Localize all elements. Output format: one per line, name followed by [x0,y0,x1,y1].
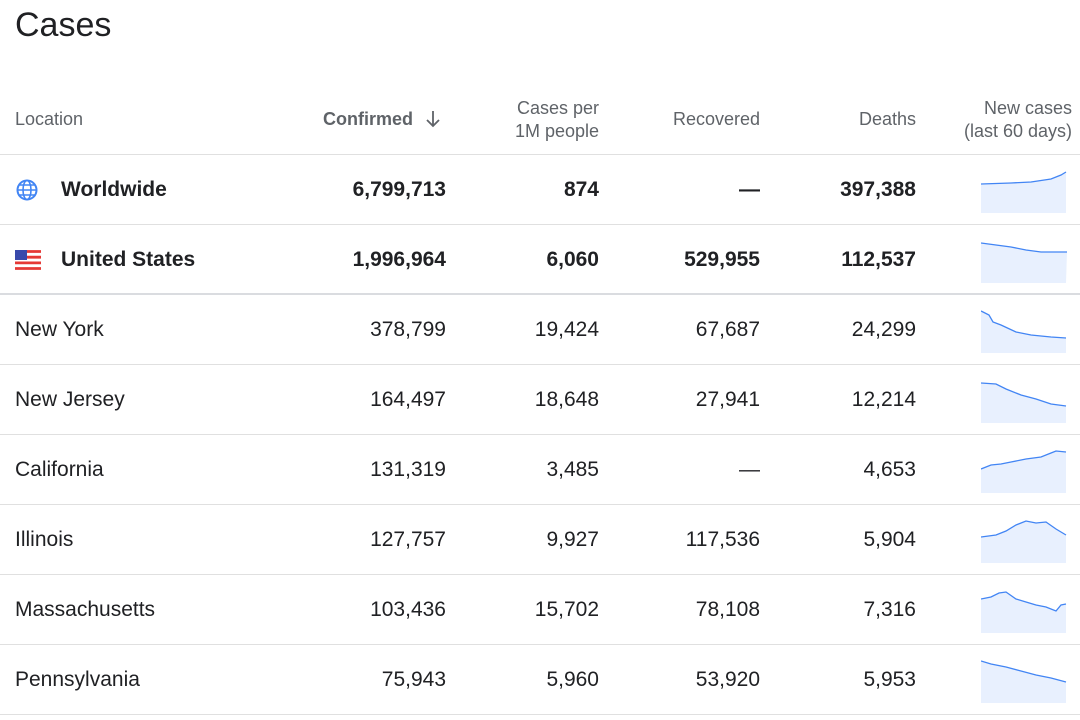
table-row[interactable]: Worldwide 6,799,713 874 — 397,388 [0,155,1080,225]
header-recovered[interactable]: Recovered [673,85,760,154]
cell-recovered: 27,941 [695,388,760,411]
cell-recovered: 67,687 [695,318,760,341]
header-location[interactable]: Location [15,85,83,154]
header-text: Location [15,109,84,129]
cell-cases-per-1m: 19,424 [534,318,599,341]
cell-confirmed: 164,497 [370,388,446,411]
table-row[interactable]: Pennsylvania 75,943 5,960 53,920 5,953 [0,645,1080,715]
sparkline [981,242,1067,283]
sparkline [981,660,1067,703]
cell-cases-per-1m: 18,648 [534,388,599,411]
sparkline [981,171,1067,213]
cell-confirmed: 1,996,964 [352,248,446,271]
cell-deaths: 24,299 [851,318,916,341]
cell-recovered: — [739,458,760,481]
header-text: (last 60 days) [963,120,1072,141]
table-header: Location Confirmed Cases per 1M people Re… [0,85,1080,155]
cell-recovered: 529,955 [684,248,760,271]
header-new-cases: New cases (last 60 days) [964,85,1072,154]
header-confirmed[interactable]: Confirmed [323,85,413,154]
cell-confirmed: 103,436 [370,598,446,621]
table-row[interactable]: California 131,319 3,485 — 4,653 [0,435,1080,505]
header-text: Confirmed [323,109,413,129]
cell-recovered: 78,108 [695,598,760,621]
cell-cases-per-1m: 6,060 [546,248,599,271]
cell-deaths: 112,537 [841,248,916,271]
cell-location: New Jersey [15,388,125,411]
table-row[interactable]: Massachusetts 103,436 15,702 78,108 7,316 [0,575,1080,645]
sort-arrow-icon[interactable] [424,109,442,129]
cell-cases-per-1m: 15,702 [534,598,599,621]
cell-deaths: 12,214 [851,388,916,411]
cell-location: Illinois [15,528,74,551]
cell-cases-per-1m: 9,927 [546,528,599,551]
page-title: Cases [15,6,112,44]
cell-location: New York [15,318,104,341]
cell-recovered: 53,920 [695,668,760,691]
sparkline [981,450,1067,493]
globe-icon [16,179,38,201]
sparkline [981,382,1067,423]
cell-location: United States [61,248,196,271]
cell-cases-per-1m: 3,485 [546,458,599,481]
us-flag-icon [15,250,41,270]
header-text: 1M people [514,120,599,141]
table-row[interactable]: New York 378,799 19,424 67,687 24,299 [0,295,1080,365]
sparkline [981,310,1067,353]
cell-cases-per-1m: 5,960 [546,668,599,691]
cell-recovered: 117,536 [685,528,760,551]
cell-confirmed: 378,799 [370,318,446,341]
cell-cases-per-1m: 874 [563,178,599,201]
cell-confirmed: 131,319 [370,458,446,481]
sparkline [981,520,1067,563]
cell-deaths: 7,316 [863,598,916,621]
cell-deaths: 5,904 [863,528,916,551]
cell-deaths: 4,653 [863,458,916,481]
table-row[interactable]: New Jersey 164,497 18,648 27,941 12,214 [0,365,1080,435]
table-row[interactable]: United States 1,996,964 6,060 529,955 112,53… [0,225,1080,295]
sparkline [981,591,1067,633]
cell-location: Massachusetts [15,598,156,621]
header-cases-per-1m[interactable]: Cases per 1M people [515,85,599,154]
cell-location: Worldwide [61,178,167,201]
cell-location: California [15,458,104,481]
cell-deaths: 397,388 [840,178,916,201]
header-text: Deaths [858,109,916,129]
cell-confirmed: 6,799,713 [352,178,446,201]
header-text: Recovered [672,109,760,129]
cell-confirmed: 75,943 [381,668,446,691]
header-text: New cases [983,97,1072,118]
header-text: Cases per [516,97,599,118]
cell-confirmed: 127,757 [370,528,446,551]
cell-recovered: — [739,178,760,201]
header-deaths[interactable]: Deaths [859,85,916,154]
cell-location: Pennsylvania [15,668,140,691]
table-row[interactable]: Illinois 127,757 9,927 117,536 5,904 [0,505,1080,575]
cell-deaths: 5,953 [863,668,916,691]
